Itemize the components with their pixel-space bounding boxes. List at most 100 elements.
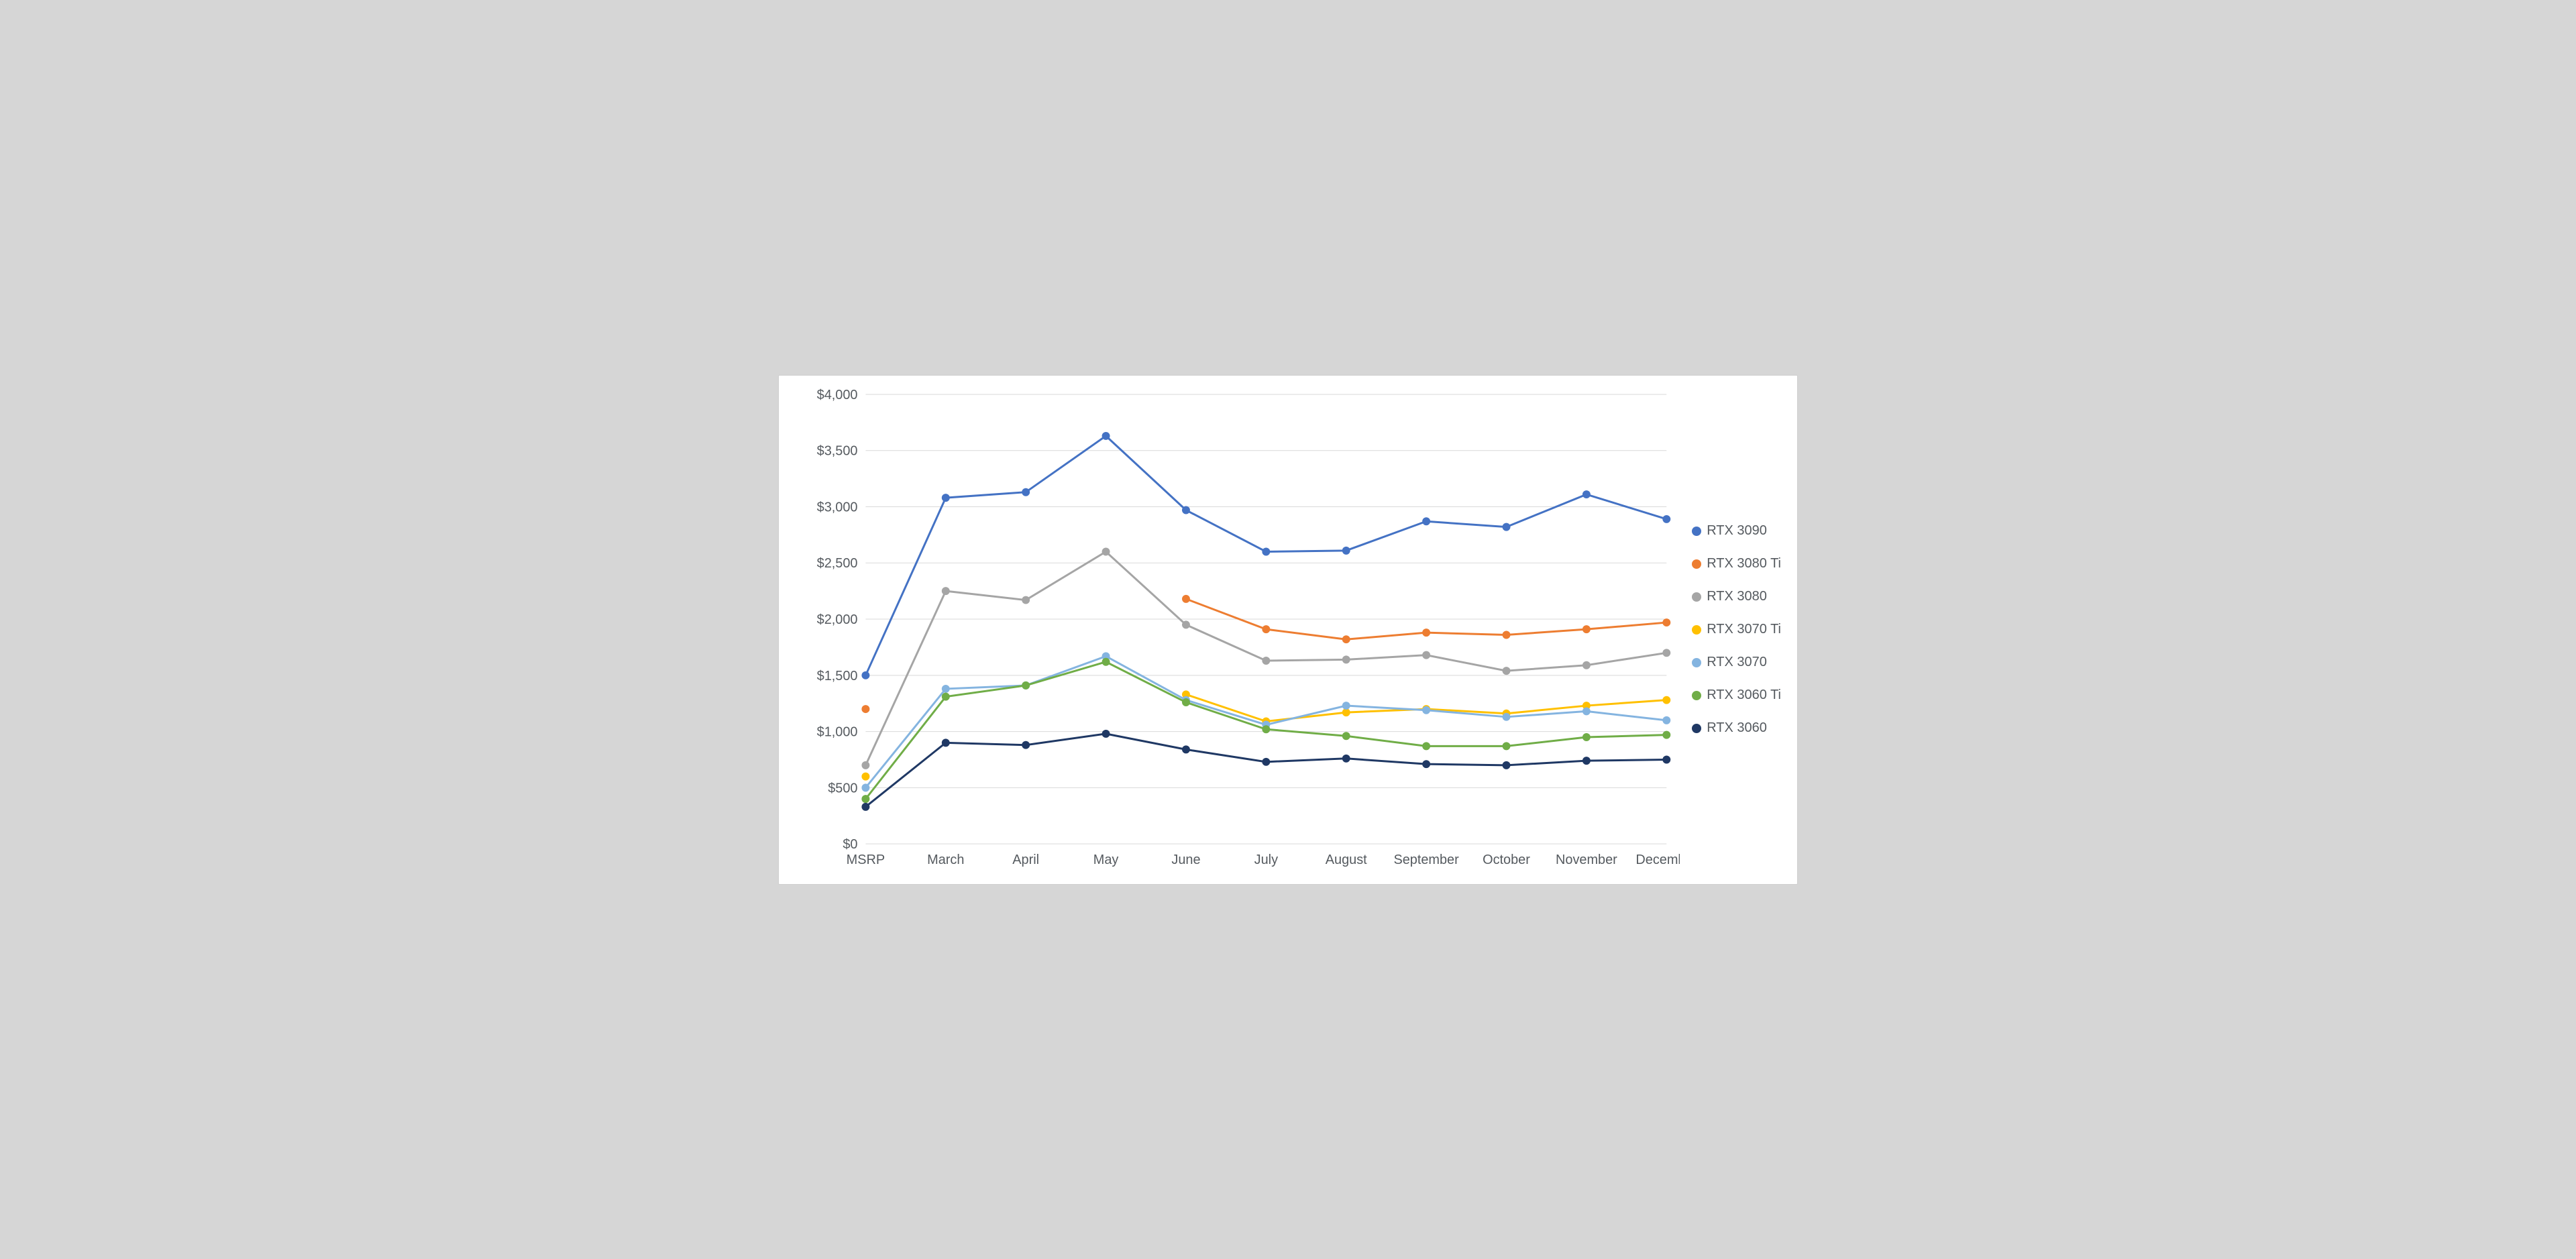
series-point xyxy=(1662,696,1670,704)
series-point xyxy=(942,684,950,692)
page-background: $0 $500 $1,000 $1,500 $2,000 $2,500 $3,000 $3,5… xyxy=(765,362,1811,898)
series-point xyxy=(1262,547,1270,555)
legend-label: RTX 3070 xyxy=(1707,655,1767,670)
series-point xyxy=(942,494,950,502)
y-tick-label: $3,000 xyxy=(817,500,858,514)
series-point xyxy=(861,795,869,803)
y-tick-label: $500 xyxy=(828,781,857,796)
series-point xyxy=(861,671,869,679)
series-point xyxy=(1422,628,1430,637)
legend: RTX 3090 RTX 3080 Ti RTX 3080 RTX 3070 Ti RT… xyxy=(1680,382,1784,877)
x-tick-label: August xyxy=(1326,853,1367,867)
legend-dot-icon xyxy=(1692,592,1701,602)
legend-item: RTX 3080 xyxy=(1692,589,1781,604)
series-point xyxy=(861,705,869,713)
series-point xyxy=(942,692,950,700)
series-point xyxy=(1102,431,1110,439)
plot-area: $0 $500 $1,000 $1,500 $2,000 $2,500 $3,000 $3,5… xyxy=(786,382,1680,877)
series-point xyxy=(1262,725,1270,733)
series-point xyxy=(1342,702,1350,710)
legend-dot-icon xyxy=(1692,559,1701,569)
legend-dot-icon xyxy=(1692,691,1701,700)
series-point xyxy=(1582,661,1591,669)
legend-label: RTX 3080 Ti xyxy=(1707,556,1781,571)
legend-dot-icon xyxy=(1692,724,1701,733)
series-point xyxy=(1342,732,1350,740)
series-point xyxy=(1662,618,1670,626)
series-point xyxy=(1662,649,1670,657)
x-tick-label: December xyxy=(1635,853,1680,867)
chart-panel: $0 $500 $1,000 $1,500 $2,000 $2,500 $3,000 $3,5… xyxy=(778,375,1798,885)
series-point xyxy=(1022,488,1030,496)
series-point xyxy=(1182,745,1190,753)
series-point xyxy=(1022,741,1030,749)
series-point xyxy=(1582,707,1591,715)
x-tick-label: September xyxy=(1393,853,1459,867)
series-point xyxy=(1102,657,1110,665)
y-tick-label: $1,000 xyxy=(817,724,858,739)
legend-label: RTX 3060 Ti xyxy=(1707,688,1781,703)
series-point xyxy=(1022,681,1030,689)
series-point xyxy=(1342,754,1350,762)
series-line xyxy=(865,733,1666,806)
legend-dot-icon xyxy=(1692,527,1701,536)
x-tick-label: October xyxy=(1483,853,1530,867)
series-point xyxy=(1102,729,1110,737)
y-tick-label: $3,500 xyxy=(817,443,858,458)
series-point xyxy=(1262,657,1270,665)
series-point xyxy=(1342,655,1350,663)
series-point xyxy=(1503,631,1511,639)
series-point xyxy=(1503,523,1511,531)
x-tick-label: March xyxy=(927,853,964,867)
series-point xyxy=(1182,506,1190,514)
series-point xyxy=(861,802,869,810)
legend-item: RTX 3070 Ti xyxy=(1692,622,1781,637)
series-point xyxy=(1342,546,1350,554)
series-point xyxy=(1503,761,1511,769)
legend-item: RTX 3080 Ti xyxy=(1692,556,1781,571)
x-tick-label: May xyxy=(1093,853,1119,867)
series-point xyxy=(1503,712,1511,720)
series-point xyxy=(1182,698,1190,706)
chart-svg: $0 $500 $1,000 $1,500 $2,000 $2,500 $3,000 $3,5… xyxy=(786,382,1680,877)
series-point xyxy=(1582,490,1591,498)
x-tick-label: April xyxy=(1012,853,1039,867)
y-tick-label: $1,500 xyxy=(817,668,858,683)
legend-item: RTX 3060 xyxy=(1692,720,1781,736)
series-point xyxy=(1422,706,1430,714)
legend-label: RTX 3080 xyxy=(1707,589,1767,604)
series-point xyxy=(1582,757,1591,765)
series-point xyxy=(1262,757,1270,765)
series-point xyxy=(1503,667,1511,675)
series-point xyxy=(942,738,950,747)
legend-item: RTX 3090 xyxy=(1692,523,1781,539)
legend-item: RTX 3060 Ti xyxy=(1692,688,1781,703)
x-tick-label: July xyxy=(1254,853,1278,867)
series-point xyxy=(1662,716,1670,724)
legend-label: RTX 3070 Ti xyxy=(1707,622,1781,637)
series-point xyxy=(861,783,869,791)
series-point xyxy=(1422,742,1430,750)
y-tick-label: $2,000 xyxy=(817,612,858,627)
legend-dot-icon xyxy=(1692,625,1701,635)
series-point xyxy=(1662,514,1670,523)
series-point xyxy=(942,587,950,595)
series-point xyxy=(861,761,869,769)
legend-item: RTX 3070 xyxy=(1692,655,1781,670)
series-point xyxy=(1662,755,1670,763)
series-point xyxy=(1582,732,1591,741)
y-tick-label: $0 xyxy=(843,837,857,852)
series-point xyxy=(861,772,869,780)
x-tick-label: June xyxy=(1171,853,1200,867)
x-tick-label: MSRP xyxy=(847,853,885,867)
series-point xyxy=(1503,742,1511,750)
y-tick-label: $2,500 xyxy=(817,556,858,571)
series-point xyxy=(1422,651,1430,659)
series-point xyxy=(1182,594,1190,602)
series-point xyxy=(1582,625,1591,633)
series-point xyxy=(1262,625,1270,633)
series-point xyxy=(1182,620,1190,628)
series-point xyxy=(1102,547,1110,555)
legend-dot-icon xyxy=(1692,658,1701,667)
legend-label: RTX 3060 xyxy=(1707,720,1767,736)
